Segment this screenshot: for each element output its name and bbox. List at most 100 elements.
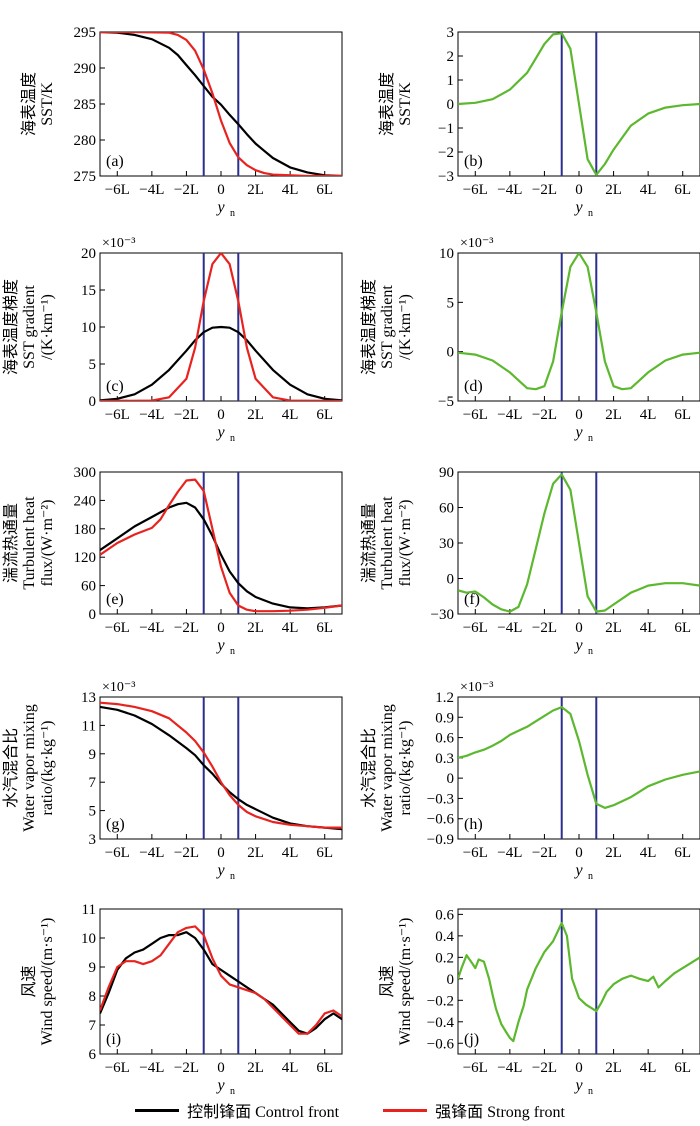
y-axis-label-a: 海表温度 [20,72,38,136]
x-tick-label-d: −4L [497,407,522,423]
x-tick-label-d: −6L [463,407,488,423]
y-tick-label-b: −1 [438,121,454,137]
y-tick-label-e: 120 [74,550,97,566]
y-tick-label-i: 8 [89,989,97,1005]
panel-label-g: (g) [106,816,125,833]
y-exponent-g: ×10⁻³ [102,680,135,695]
x-tick-label-c: 2L [247,407,264,423]
series-line-difference [458,473,700,613]
y-tick-label-c: 10 [81,320,96,336]
x-tick-label-f: 2L [605,620,622,636]
panel-label-a: (a) [106,153,124,170]
series-line-control [100,325,342,401]
x-tick-label-g: 4L [282,845,299,861]
x-axis-label-c: y [215,424,225,441]
x-tick-label-a: −2L [174,182,199,198]
panel-b: −3 −2 −1 0 1 2 3 −6L −4L −2L 0 2L 4L 6L y n 海表温度 SST/K (b) [378,25,700,219]
x-tick-label-a: 6L [316,182,333,198]
x-axis-label-a: y [215,199,225,216]
x-tick-label-b: −4L [497,182,522,198]
x-axis-label-f: y [573,637,583,654]
y-axis-label-i: Wind speed/(m·s⁻¹) [39,918,56,1046]
panel-label-f: (f) [464,591,480,608]
legend-item-strong: 强锋面 Strong front [383,1098,565,1122]
x-tick-label-j: 4L [640,1060,657,1076]
panel-e: 0 60 120 180 240 300 −6L −4L −2L 0 2L 4L 6L y n 湍流热通量 Tu… [2,465,343,657]
data-layer-i [100,909,342,1054]
legend: 控制锋面 Control front 强锋面 Strong front [0,1096,700,1124]
series-line-difference [458,32,700,176]
legend-swatch-control [135,1108,180,1112]
x-tick-label-e: 4L [282,620,299,636]
y-tick-label-d: 0 [447,345,455,361]
y-tick-label-h: 0.6 [435,731,454,747]
x-tick-label-h: −4L [497,845,522,861]
x-axis-label-sub-g: n [230,871,235,882]
x-tick-label-c: 6L [316,407,333,423]
panel-a: 275 280 285 290 295 −6L −4L −2L 0 2L 4L 6L y n 海表温度 SST… [20,25,343,219]
y-axis-label-d: /(K·km⁻¹) [397,294,414,360]
y-tick-label-b: −2 [438,145,454,161]
y-tick-label-j: −0.6 [427,1036,455,1052]
x-tick-label-d: 6L [674,407,691,423]
x-tick-label-j: −4L [497,1060,522,1076]
data-layer-g [100,697,342,839]
x-tick-label-j: 2L [605,1060,622,1076]
x-tick-label-i: 0 [217,1060,225,1076]
panel-f: −30 0 30 60 90 −6L −4L −2L 0 2L 4L 6L y n 湍流热通量 Turbule… [360,465,700,657]
legend-item-control: 控制锋面 Control front [135,1098,339,1122]
y-tick-label-j: 0.6 [435,907,454,923]
x-tick-label-i: −6L [105,1060,130,1076]
y-tick-label-h: −0.6 [427,812,455,828]
plot-frame-h [457,696,700,840]
y-tick-label-a: 275 [74,169,97,185]
y-tick-label-c: 15 [81,283,96,299]
y-tick-label-e: 240 [74,493,97,509]
y-axis-label-e: flux/(W·m⁻²) [39,500,56,587]
y-axis-label-e: 湍流热通量 [2,503,20,583]
data-layer-f [458,472,700,614]
series-line-difference [458,253,700,391]
panel-label-b: (b) [464,153,483,170]
y-axis-label-c: 海表温度梯度 [2,279,20,375]
x-axis-label-d: y [573,424,583,441]
x-tick-label-a: 0 [217,182,225,198]
x-tick-label-i: 2L [247,1060,264,1076]
y-tick-label-d: 10 [439,246,454,262]
y-tick-label-b: 1 [447,73,455,89]
x-tick-label-b: 0 [575,182,583,198]
panel-g: 3 5 7 9 11 13 −6L −4L −2L 0 2L 4L 6L y n ×10⁻³ 水汽混合比 Wate… [2,680,343,882]
y-axis-label-h: Water vapor mixing [379,704,396,832]
y-tick-label-b: 0 [447,97,455,113]
plot-frame-g [99,696,343,840]
y-tick-label-f: 60 [439,501,454,517]
y-tick-label-g: 7 [89,775,97,791]
y-tick-label-c: 5 [89,357,97,373]
x-tick-label-f: 0 [575,620,583,636]
y-tick-label-a: 295 [74,25,97,41]
y-tick-label-e: 0 [89,607,97,623]
x-tick-label-j: 0 [575,1060,583,1076]
x-tick-label-h: 2L [605,845,622,861]
x-tick-label-c: 4L [282,407,299,423]
x-tick-label-c: −4L [139,407,164,423]
x-axis-label-sub-b: n [588,208,593,219]
data-layer-j [458,909,700,1054]
x-tick-label-e: −6L [105,620,130,636]
x-tick-label-h: 4L [640,845,657,861]
y-tick-label-j: 0 [447,972,455,988]
x-tick-label-b: −2L [532,182,557,198]
x-tick-label-j: 6L [674,1060,691,1076]
y-tick-label-e: 180 [74,522,97,538]
x-axis-label-sub-a: n [230,208,235,219]
y-axis-label-g: ratio/(kg·kg⁻¹) [39,721,56,816]
x-tick-label-h: 6L [674,845,691,861]
y-axis-label-b: SST/K [397,82,414,126]
y-tick-label-i: 6 [89,1047,97,1063]
x-tick-label-g: 6L [316,845,333,861]
x-axis-label-sub-e: n [230,646,235,657]
x-tick-label-c: 0 [217,407,225,423]
y-tick-label-i: 7 [89,1018,97,1034]
panel-c: 0 5 10 15 20 −6L −4L −2L 0 2L 4L 6L y n ×10⁻³ 海表温度梯度 SST… [2,236,343,444]
